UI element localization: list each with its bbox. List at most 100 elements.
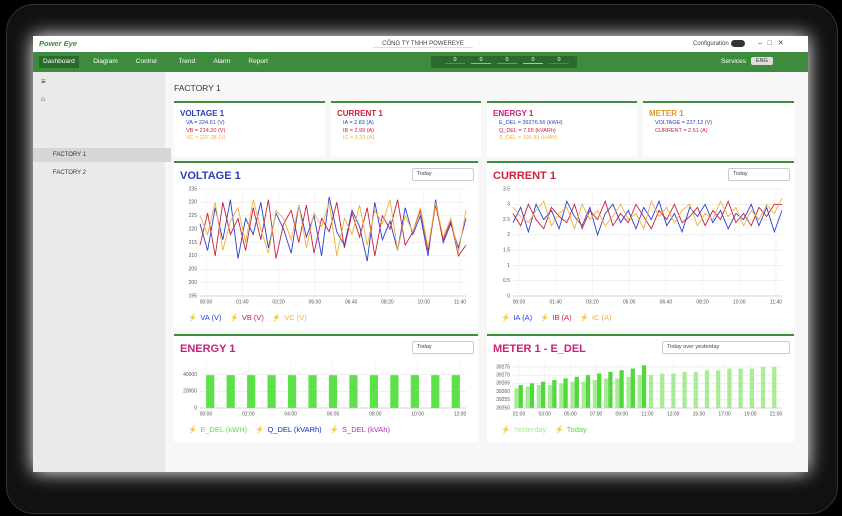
nav-item[interactable]: Diagram (93, 58, 118, 65)
y-tick-label: 39260 (496, 389, 510, 395)
company-name: CÔNG TY TNHH POWEREYE (373, 41, 473, 48)
bar (541, 381, 546, 408)
x-tick-label: 03:20 (272, 299, 285, 305)
x-tick-label: 04:00 (284, 411, 297, 417)
card-line: VOLTAGE = 227.12 (V) (655, 120, 713, 126)
chart-title: VOLTAGE 1 (180, 170, 241, 182)
range-dropdown[interactable]: Today (412, 168, 474, 181)
bar (410, 375, 419, 408)
bar (604, 378, 609, 408)
bar (648, 375, 654, 408)
legend: ⚡ Yesterday ⚡ Today (501, 425, 595, 434)
legend-icon: ⚡ (501, 313, 511, 322)
bar (727, 368, 732, 408)
bar (369, 375, 379, 408)
bar (518, 385, 523, 408)
legend-entry[interactable]: ⚡ IB (A) (540, 313, 572, 322)
summary-card: ENERGY 1 E_DEL = 39276.56 (kWH) Q_DEL = 7.… (487, 101, 637, 157)
legend-entry[interactable]: ⚡ E_DEL (kWH) (188, 425, 247, 434)
nav-item[interactable]: Control (135, 58, 157, 65)
y-tick-label: 210 (189, 253, 198, 259)
legend-entry[interactable]: ⚡ VA (V) (188, 313, 221, 322)
y-tick-label: 0.5 (503, 278, 510, 284)
x-tick-label: 01:00 (513, 411, 526, 417)
card-title: CURRENT 1 (337, 109, 383, 118)
nav-item[interactable]: Report (248, 58, 268, 65)
legend-icon: ⚡ (329, 425, 340, 434)
bar (772, 366, 777, 408)
x-tick-label: 08:00 (369, 411, 382, 417)
range-dropdown[interactable]: Today over yesterday (662, 341, 790, 354)
home-icon[interactable]: ⌂ (41, 96, 46, 103)
bar (559, 383, 564, 408)
bar (716, 370, 721, 408)
language[interactable]: ENG (751, 57, 773, 65)
y-tick-label: 1.5 (503, 247, 510, 253)
legend-entry[interactable]: ⚡ IC (A) (580, 313, 612, 322)
legend-entry[interactable]: ⚡ VC (V) (272, 313, 307, 322)
nav-item[interactable]: Dashboard (39, 56, 79, 68)
card-line: S_DEL = 106.89 (kVAh) (499, 135, 558, 141)
legend-entry[interactable]: ⚡ VB (V) (229, 313, 263, 322)
chart: 0 0.5 1 1.5 2 2.5 3 3.5 00:00 01:40 03:20 05:00 06:4… (503, 186, 783, 305)
chart: 195 200 205 210 215 220 225 230 235 00:00 01:40 03:… (189, 186, 467, 305)
legend-entry[interactable]: ⚡ IA (A) (501, 313, 532, 322)
legend-entry[interactable]: ⚡ Yesterday (501, 425, 546, 434)
services[interactable]: Services (721, 58, 746, 65)
bar (328, 375, 338, 408)
legend-entry[interactable]: ⚡ S_DEL (kVAh) (330, 425, 390, 434)
menu-icon[interactable]: ≡ (41, 77, 46, 86)
legend-entry[interactable]: ⚡ Today (554, 425, 586, 434)
toggle[interactable] (731, 40, 745, 47)
legend-label: VB (V) (241, 313, 264, 322)
indicator-value: 0 (445, 57, 465, 64)
y-tick-label: 39250 (496, 405, 510, 411)
x-tick-label: 00:00 (513, 299, 526, 305)
bar (760, 366, 766, 408)
window-controls[interactable]: – □ ✕ (758, 40, 784, 47)
bar (570, 381, 575, 408)
chart-title: METER 1 - E_DEL (493, 343, 586, 355)
card-line: VB = 214.20 (V) (186, 127, 226, 134)
bar (206, 375, 215, 408)
x-tick-label: 17:00 (718, 411, 731, 417)
y-tick-label: 2 (507, 232, 510, 238)
legend-label: VA (V) (200, 313, 222, 322)
card-title: VOLTAGE 1 (180, 109, 225, 118)
sidebar: ≡ ⌂ FACTORY 1 FACTORY 2 (33, 72, 171, 472)
x-tick-label: 05:00 (309, 299, 322, 305)
y-tick-label: 39255 (496, 397, 510, 403)
legend-icon: ⚡ (554, 425, 564, 434)
bar (529, 383, 535, 408)
card-line: CURRENT = 2.51 (A) (655, 127, 708, 134)
bar (619, 370, 624, 408)
y-tick-label: 39265 (496, 381, 510, 387)
x-tick-label: 01:40 (549, 299, 562, 305)
bar (608, 371, 613, 408)
chart: 39250 39255 39260 39265 39270 39275 01:00 03:00… (496, 362, 782, 417)
nav-item[interactable]: Alarm (213, 58, 231, 65)
series-line (512, 197, 783, 231)
range-dropdown[interactable]: Today (412, 341, 474, 354)
bar (267, 375, 276, 408)
sidebar-item[interactable]: FACTORY 1 (33, 148, 171, 162)
legend: ⚡ E_DEL (kWH) ⚡ Q_DEL (kVARh) ⚡ S_DEL (kVAh) (188, 425, 398, 434)
legend-label: E_DEL (kWH) (200, 425, 248, 434)
legend-entry[interactable]: ⚡ Q_DEL (kVARh) (255, 425, 322, 434)
sidebar-item[interactable]: FACTORY 2 (53, 170, 87, 176)
indicator-value: 0 (523, 57, 543, 64)
x-tick-label: 12:00 (454, 411, 467, 417)
legend-icon: ⚡ (579, 313, 589, 322)
range-dropdown[interactable]: Today (728, 168, 790, 181)
app-window: Power Eye CÔNG TY TNHH POWEREYE Configur… (33, 36, 808, 472)
chart-panel: METER 1 - E_DEL Today over yesterday 39250… (487, 334, 794, 442)
bar (431, 375, 440, 408)
summary-card: METER 1 VOLTAGE = 227.12 (V) CURRENT = 2.5… (643, 101, 794, 157)
nav-item[interactable]: Trend (178, 58, 196, 65)
x-tick-label: 01:40 (236, 299, 249, 305)
bar (630, 368, 635, 408)
y-tick-label: 200 (189, 280, 198, 286)
bar (682, 371, 687, 408)
bar (514, 388, 519, 408)
x-tick-label: 02:00 (242, 411, 255, 417)
